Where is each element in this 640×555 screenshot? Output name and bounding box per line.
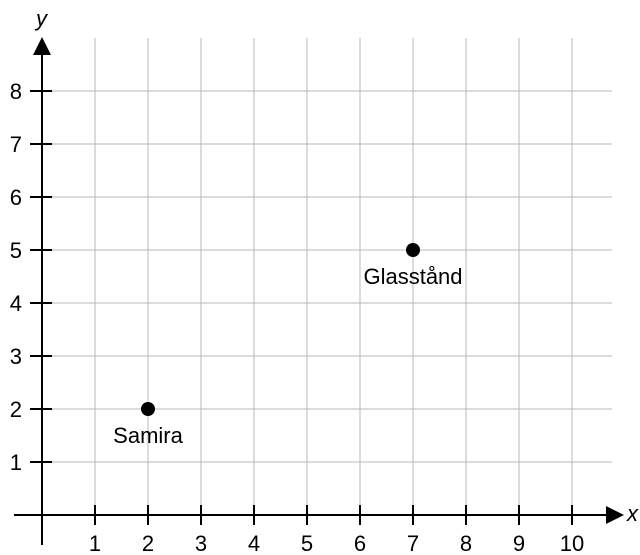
y-tick-label: 1 bbox=[10, 450, 22, 475]
x-tick-label: 3 bbox=[195, 531, 207, 555]
x-tick-label: 2 bbox=[142, 531, 154, 555]
y-tick-label: 3 bbox=[10, 344, 22, 369]
x-tick-label: 5 bbox=[301, 531, 313, 555]
y-tick-label: 8 bbox=[10, 79, 22, 104]
x-tick-label: 4 bbox=[248, 531, 260, 555]
y-axis-arrow bbox=[33, 37, 51, 55]
x-tick-label: 1 bbox=[89, 531, 101, 555]
x-tick-label: 7 bbox=[407, 531, 419, 555]
x-tick-label: 8 bbox=[460, 531, 472, 555]
y-tick-label: 5 bbox=[10, 238, 22, 263]
y-tick-label: 2 bbox=[10, 397, 22, 422]
y-tick-label: 7 bbox=[10, 132, 22, 157]
data-point bbox=[406, 243, 420, 257]
point-label: Glasstånd bbox=[363, 264, 462, 289]
points: Samira Glasstånd bbox=[113, 243, 463, 448]
point-label: Samira bbox=[113, 423, 183, 448]
x-axis-arrow bbox=[606, 506, 624, 524]
data-point bbox=[141, 402, 155, 416]
y-tick-label: 6 bbox=[10, 185, 22, 210]
x-tick-label: 6 bbox=[354, 531, 366, 555]
x-tick-label: 10 bbox=[560, 531, 584, 555]
ticks: 1 2 3 4 5 6 7 8 9 10 1 2 3 4 5 6 7 8 bbox=[10, 79, 584, 555]
x-tick-label: 9 bbox=[513, 531, 525, 555]
x-axis-label: x bbox=[626, 501, 639, 526]
axes: x y bbox=[14, 6, 639, 545]
grid bbox=[42, 38, 612, 515]
y-axis-label: y bbox=[34, 6, 49, 31]
y-tick-label: 4 bbox=[10, 291, 22, 316]
